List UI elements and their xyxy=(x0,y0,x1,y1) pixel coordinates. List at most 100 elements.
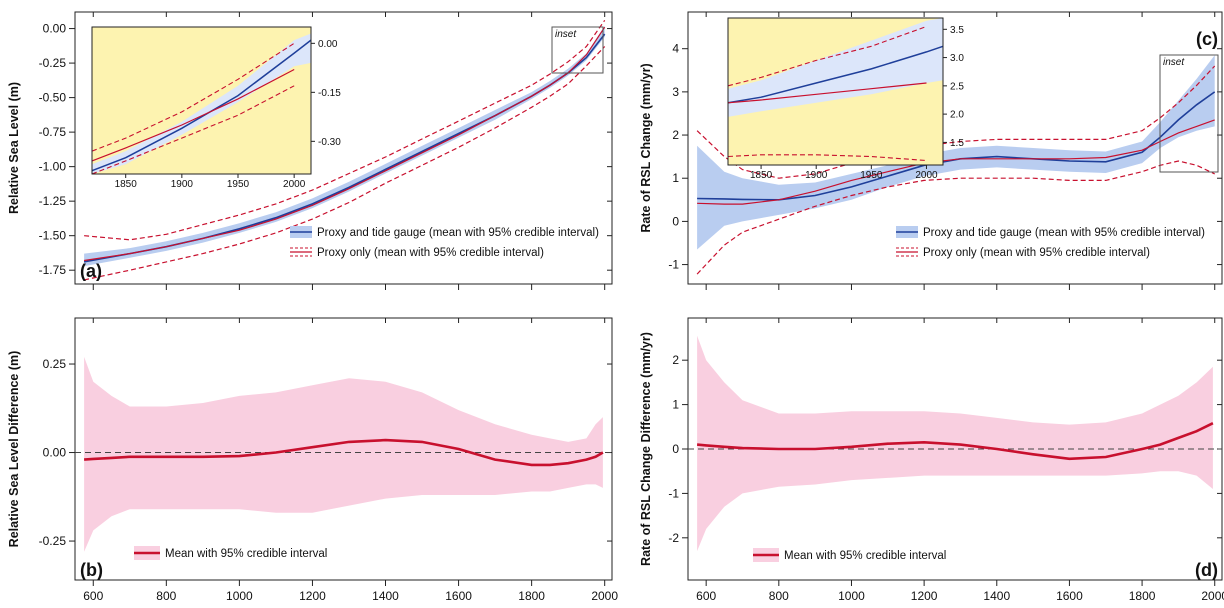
inset-x-tick-label: 2000 xyxy=(915,170,938,181)
x-tick-label: 800 xyxy=(156,589,176,603)
y-tick-label: -0.25 xyxy=(39,534,67,548)
panel-a: 0.00 -0.25 -0.50 -0.75 -1.00 -1.25 -1.50 -1.75 R… xyxy=(7,11,613,290)
inset-frame xyxy=(727,17,944,166)
inset-red-mean xyxy=(91,68,295,162)
x-tick-label: 1000 xyxy=(838,589,865,603)
red-dashed-upper xyxy=(696,65,1216,179)
y-tick-label: 2 xyxy=(672,128,679,142)
inset-chart: 1850 1900 1950 2000 3.5 3.0 2.5 2.0 1.5 xyxy=(727,17,964,181)
inset-x-tick-label: 2000 xyxy=(283,179,306,190)
inset-region-box xyxy=(1159,54,1219,173)
plot-frame xyxy=(74,317,613,581)
x-tick-label: 1800 xyxy=(1129,589,1156,603)
x-tick-label: 1600 xyxy=(1056,589,1083,603)
red-mean-line xyxy=(696,422,1214,461)
x-tick-label: 600 xyxy=(696,589,716,603)
y-tick-label: -1.50 xyxy=(39,229,67,243)
inset-chart: 1850 1900 1950 2000 0.00 -0.15 -0.30 xyxy=(91,26,341,190)
legend-label-mean: Mean with 95% credible interval xyxy=(784,550,946,562)
y-tick-label: 0.00 xyxy=(43,22,67,36)
panel-d: 2 1 0 -1 -2 600 800 1000 1200 1400 1600 1800 2000 Rat… xyxy=(639,317,1224,603)
inset-x-tick-label: 1900 xyxy=(171,179,194,190)
red-dashed-lower xyxy=(696,160,1215,275)
panel-c: 4 3 2 1 0 -1 Rate of RSL Change (mm/yr) inset 18… xyxy=(639,11,1223,290)
inset-y-tick-label: 2.0 xyxy=(950,110,964,121)
panel-label: (c) xyxy=(1196,29,1218,49)
y-tick-label: 0 xyxy=(672,214,679,228)
inset-y-tick-label: 3.5 xyxy=(950,25,964,36)
y-axis-label: Relative Sea Level Difference (m) xyxy=(7,351,21,548)
y-tick-label: -1.00 xyxy=(39,160,67,174)
y-tick-label: 0.00 xyxy=(43,446,67,460)
inset-y-tick-label: -0.15 xyxy=(318,88,341,99)
inset-red-dashed-lower xyxy=(91,85,295,175)
inset-y-tick-label: 3.0 xyxy=(950,53,964,64)
inset-x-tick-label: 1950 xyxy=(227,179,250,190)
panel-label: (b) xyxy=(80,560,103,580)
x-tick-label: 1200 xyxy=(299,589,326,603)
red-dashed-upper xyxy=(84,19,606,241)
inset-tag-label: inset xyxy=(1163,57,1185,68)
x-tick-label: 1800 xyxy=(518,589,545,603)
legend-label-proxy-only: Proxy only (mean with 95% credible inter… xyxy=(317,247,544,259)
x-tick-label: 1600 xyxy=(445,589,472,603)
inset-red-dashed-upper xyxy=(727,25,927,87)
red-mean-line xyxy=(84,26,606,262)
y-axis-label: Rate of RSL Change Difference (mm/yr) xyxy=(639,332,653,566)
inset-y-tick-label: 0.00 xyxy=(318,39,338,50)
y-tick-label: 0 xyxy=(672,442,679,456)
y-tick-label: 2 xyxy=(672,353,679,367)
legend-label-proxy-only: Proxy only (mean with 95% credible inter… xyxy=(923,247,1150,259)
inset-red-mean xyxy=(727,82,927,104)
legend-label-mean: Mean with 95% credible interval xyxy=(165,548,327,560)
y-tick-label: -1.75 xyxy=(39,263,67,277)
y-tick-label: 1 xyxy=(672,398,679,412)
x-tick-label: 2000 xyxy=(1201,589,1224,603)
inset-red-dashed-upper xyxy=(91,42,295,152)
y-tick-label: -0.50 xyxy=(39,91,67,105)
y-tick-label: 3 xyxy=(672,85,679,99)
red-mean-line xyxy=(697,119,1215,205)
x-tick-label: 1200 xyxy=(911,589,938,603)
panel-label: (d) xyxy=(1195,560,1218,580)
y-tick-label: 1 xyxy=(672,171,679,185)
inset-y-tick-label: 2.5 xyxy=(950,81,964,92)
y-tick-label: 4 xyxy=(672,42,679,56)
inset-x-tick-label: 1900 xyxy=(805,170,828,181)
inset-frame xyxy=(91,26,312,175)
x-tick-label: 2000 xyxy=(591,589,618,603)
y-axis-label: Relative Sea Level (m) xyxy=(7,82,21,214)
y-axis-label: Rate of RSL Change (mm/yr) xyxy=(639,63,653,232)
inset-tag-label: inset xyxy=(555,29,577,40)
x-tick-label: 1400 xyxy=(983,589,1010,603)
panel-label: (a) xyxy=(80,261,102,281)
inset-red-dashed-lower xyxy=(727,154,927,162)
inset-y-tick-label: -0.30 xyxy=(318,137,341,148)
plot-frame xyxy=(74,11,613,285)
plot-frame xyxy=(687,11,1223,285)
red-mean-line xyxy=(84,438,604,467)
inset-x-tick-label: 1850 xyxy=(750,170,773,181)
x-tick-label: 1400 xyxy=(372,589,399,603)
y-tick-label: -1 xyxy=(668,486,679,500)
inset-region-box xyxy=(551,26,604,74)
legend-label-proxy-tide: Proxy and tide gauge (mean with 95% cred… xyxy=(317,227,599,239)
x-tick-label: 1000 xyxy=(226,589,253,603)
inset-x-tick-label: 1950 xyxy=(860,170,883,181)
x-tick-label: 600 xyxy=(83,589,103,603)
inset-y-tick-label: 1.5 xyxy=(950,138,964,149)
y-tick-label: -2 xyxy=(668,531,679,545)
inset-x-tick-label: 1850 xyxy=(115,179,138,190)
y-tick-label: -1 xyxy=(668,258,679,272)
legend-label-proxy-tide: Proxy and tide gauge (mean with 95% cred… xyxy=(923,227,1205,239)
blue-credible-band xyxy=(697,55,1215,250)
y-tick-label: 0.25 xyxy=(43,357,67,371)
pink-credible-band xyxy=(84,356,603,552)
blue-mean-line xyxy=(697,91,1216,201)
inset-blue-band xyxy=(92,33,311,174)
y-tick-label: -0.75 xyxy=(39,125,67,139)
y-tick-label: -0.25 xyxy=(39,56,67,70)
y-tick-label: -1.25 xyxy=(39,194,67,208)
panel-b: 0.25 0.00 -0.25 600 800 1000 1200 1400 1600 1800 2… xyxy=(7,317,618,603)
